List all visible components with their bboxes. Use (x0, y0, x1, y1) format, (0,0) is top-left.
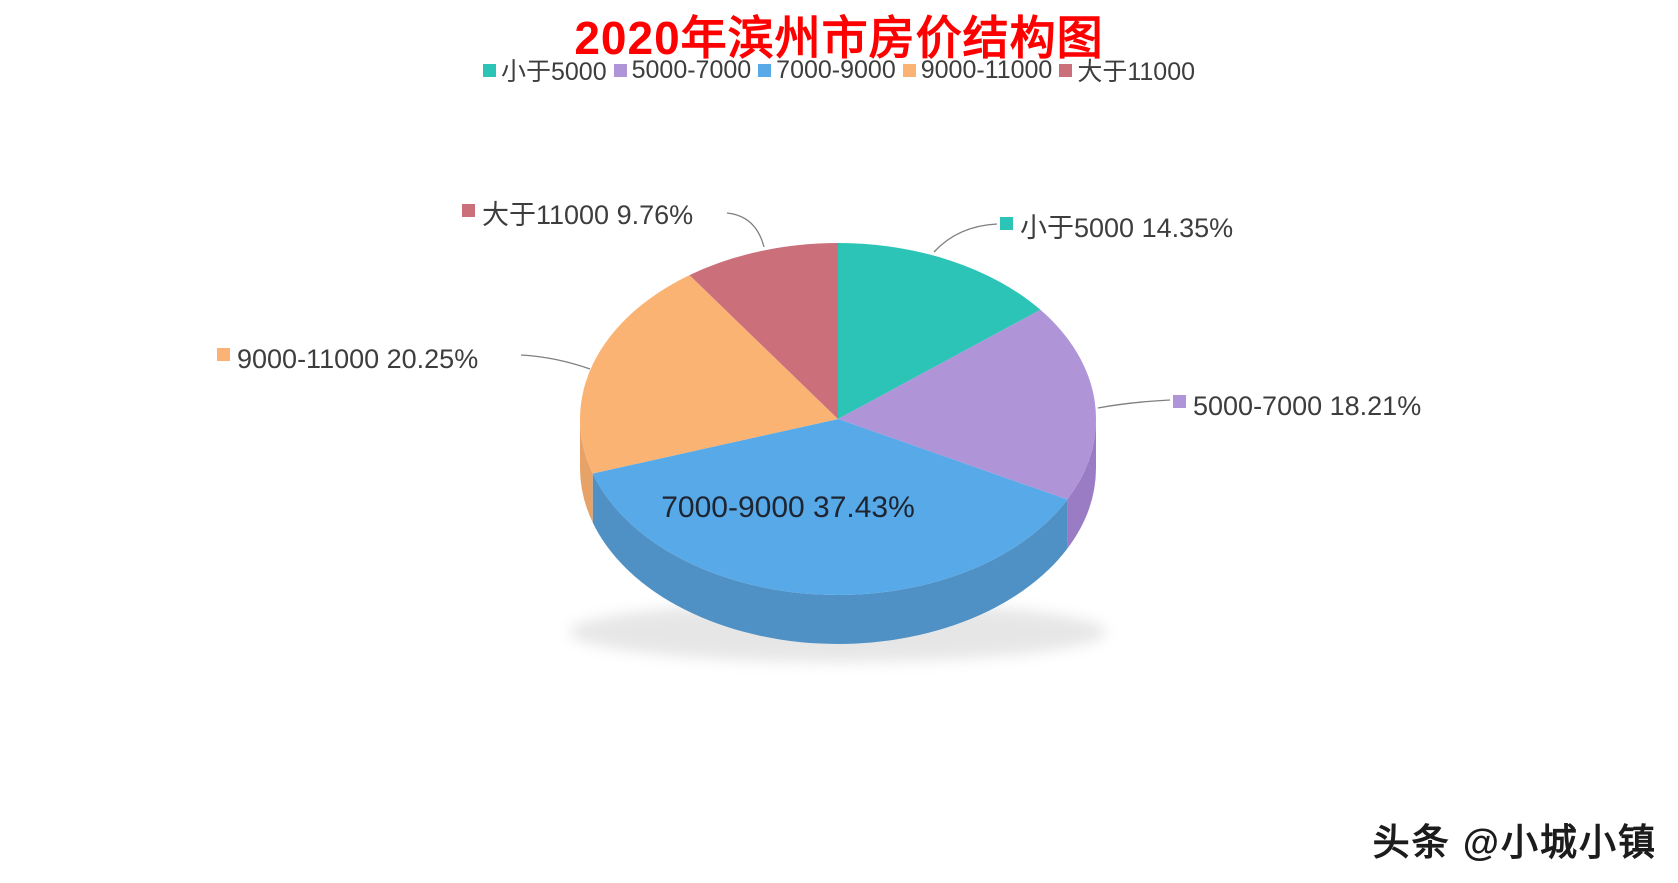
chart-legend: 小于5000 5000-7000 7000-9000 9000-11000 大于1100… (0, 52, 1678, 88)
pie-slice (592, 419, 1068, 595)
leader-line-5000-7000 (1097, 399, 1171, 409)
pie-slice-side (592, 473, 1068, 644)
inner-slice-label-7000-9000: 7000-9000 37.43% (661, 491, 915, 524)
watermark: 头条 @小城小镇 (1372, 822, 1657, 863)
callout-label-5000-7000: 5000-7000 18.21% (1173, 390, 1421, 423)
callout-text: 9000-11000 20.25% (237, 344, 479, 374)
pie-slice (580, 275, 838, 474)
slice-marker-icon (1000, 217, 1013, 230)
callout-label-xiaoyu5000: 小于5000 14.35% (1000, 212, 1233, 245)
leader-line-xiaoyu5000 (933, 223, 998, 253)
pie-slice (838, 309, 1097, 500)
legend-swatch-icon (758, 63, 772, 77)
leader-line-dayu11000 (726, 212, 765, 248)
legend-item: 大于11000 (1059, 52, 1195, 88)
slice-marker-icon (1173, 395, 1186, 408)
legend-label: 小于5000 (500, 58, 607, 86)
leader-line-9000-11000 (520, 354, 591, 370)
callout-text: 小于5000 14.35% (1020, 213, 1234, 243)
callout-text: 5000-7000 18.21% (1193, 391, 1422, 421)
legend-label: 5000-7000 (631, 55, 752, 84)
legend-label: 9000-11000 (920, 55, 1053, 84)
legend-label: 大于11000 (1077, 58, 1196, 86)
legend-label: 7000-9000 (776, 55, 896, 84)
legend-swatch-icon (482, 63, 496, 77)
pie-slice-side (1067, 419, 1096, 549)
legend-item: 9000-11000 (902, 55, 1053, 85)
slice-marker-icon (217, 348, 230, 361)
legend-swatch-icon (902, 63, 916, 77)
chart-title: 2020年滨州市房价结构图 (574, 12, 1104, 64)
callout-label-9000-11000: 9000-11000 20.25% (217, 343, 478, 376)
legend-item: 小于5000 (482, 52, 607, 88)
callout-label-dayu11000: 大于11000 9.76% (462, 199, 693, 232)
legend-swatch-icon (613, 63, 627, 77)
legend-item: 7000-9000 (758, 56, 896, 85)
callout-text: 大于11000 9.76% (482, 200, 694, 230)
pie-slice (838, 242, 1041, 419)
slice-marker-icon (462, 204, 475, 217)
pie-slice-side (580, 419, 593, 523)
legend-swatch-icon (1059, 63, 1073, 77)
legend-item: 5000-7000 (613, 55, 752, 85)
pie-slice (689, 243, 838, 419)
